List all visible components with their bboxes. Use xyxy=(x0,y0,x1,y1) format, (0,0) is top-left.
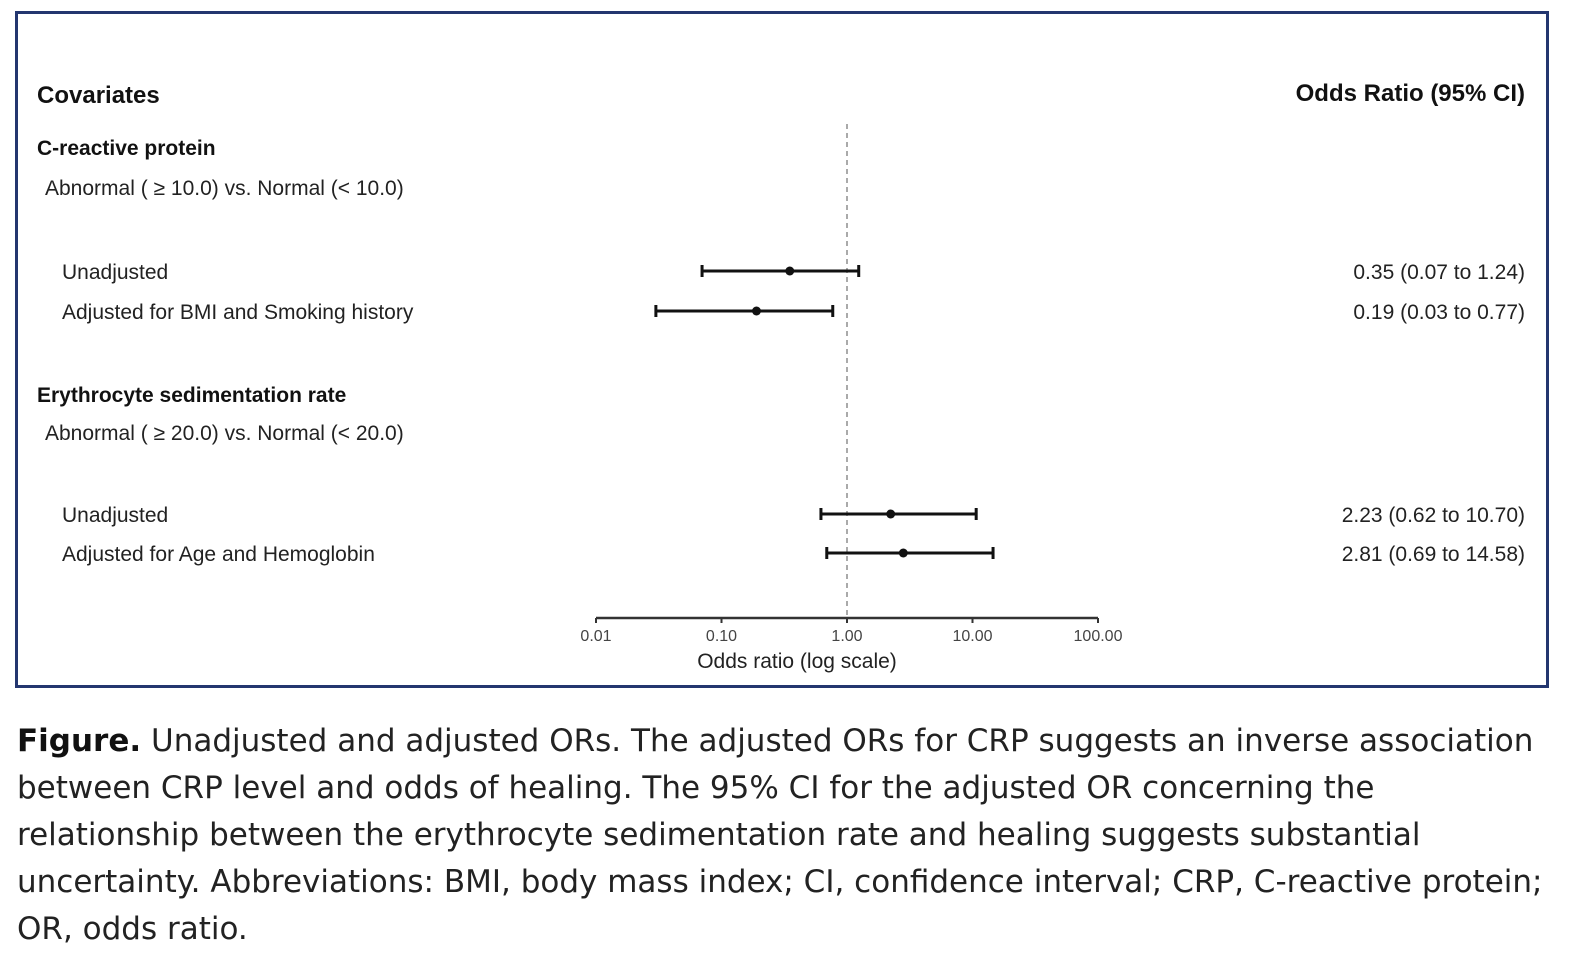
odds-ratio-header: Odds Ratio (95% CI) xyxy=(1296,80,1525,107)
x-axis-label: Odds ratio (log scale) xyxy=(697,650,897,673)
caption-lead: Figure. xyxy=(17,723,142,759)
group-comparison: Abnormal ( ≥ 20.0) vs. Normal (< 20.0) xyxy=(45,422,404,445)
x-tick-label: 10.00 xyxy=(952,628,992,645)
group-title: C-reactive protein xyxy=(37,137,216,160)
row-label: Adjusted for Age and Hemoglobin xyxy=(62,543,375,566)
figure-frame: Covariates Odds Ratio (95% CI) C-reactive … xyxy=(15,11,1549,688)
group-comparison: Abnormal ( ≥ 10.0) vs. Normal (< 10.0) xyxy=(45,177,404,200)
covariates-header: Covariates xyxy=(37,82,160,109)
x-tick-label: 100.00 xyxy=(1074,628,1123,645)
point-estimate xyxy=(886,509,896,519)
row-label: Unadjusted xyxy=(62,261,168,284)
point-estimate xyxy=(785,266,795,276)
point-estimate xyxy=(751,306,761,316)
x-tick-label: 0.01 xyxy=(580,628,611,645)
row-estimate-text: 0.19 (0.03 to 0.77) xyxy=(1353,301,1525,324)
forest-plot: Covariates Odds Ratio (95% CI) C-reactive … xyxy=(37,80,1525,673)
row-estimate-text: 2.23 (0.62 to 10.70) xyxy=(1342,504,1525,527)
x-tick-label: 1.00 xyxy=(831,628,862,645)
row-estimate-text: 2.81 (0.69 to 14.58) xyxy=(1342,543,1525,566)
group-title: Erythrocyte sedimentation rate xyxy=(37,384,346,407)
row-label: Adjusted for BMI and Smoking history xyxy=(62,301,414,324)
figure-caption: Figure. Unadjusted and adjusted ORs. The… xyxy=(17,718,1557,953)
point-estimate xyxy=(898,548,908,558)
row-label: Unadjusted xyxy=(62,504,168,527)
row-estimate-text: 0.35 (0.07 to 1.24) xyxy=(1353,261,1525,284)
caption-text: Unadjusted and adjusted ORs. The adjuste… xyxy=(17,723,1543,947)
x-tick-label: 0.10 xyxy=(706,628,737,645)
